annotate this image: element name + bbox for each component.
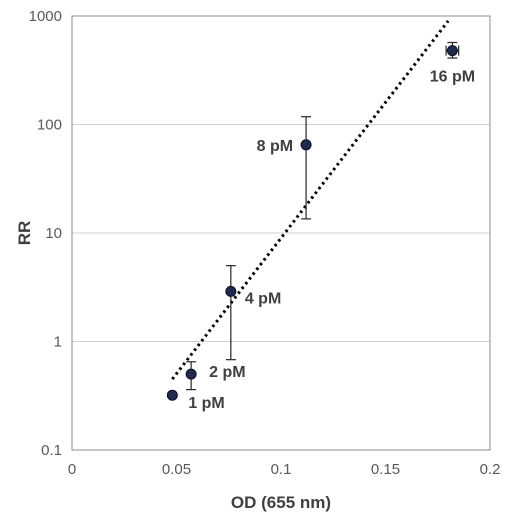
data-point [300,139,312,151]
y-tick-label: 100 [37,117,62,134]
point-label: 2 pM [209,364,245,381]
x-tick-label: 0.2 [480,461,501,478]
x-tick-label: 0.15 [371,461,400,478]
x-tick-label: 0.05 [162,461,191,478]
y-tick-label: 0.1 [41,442,62,459]
grid-lines [72,15,490,451]
point-label: 16 pM [430,69,475,86]
x-tick-label: 0.1 [271,461,292,478]
y-tick-label: 10 [45,225,62,242]
point-label: 1 pM [188,395,224,412]
point-labels: 1 pM 2 pM 4 pM 8 pM 16 pM [188,69,475,413]
error-bars [186,41,460,391]
point-label: 8 pM [257,138,293,155]
data-point [225,285,237,297]
plot-frame [71,15,491,451]
x-tick-labels: 0 0.05 0.1 0.15 0.2 [68,461,501,478]
data-point [446,45,458,57]
y-axis-title: RR [15,221,34,246]
data-points [166,45,458,401]
y-tick-label: 1 [54,334,62,351]
x-tick-label: 0 [68,461,76,478]
data-point [166,389,178,401]
y-tick-label: 1000 [29,8,62,25]
data-point [185,368,197,380]
trendline [171,20,450,381]
x-axis-title: OD (655 nm) [231,493,331,512]
y-tick-labels: 0.1 1 10 100 1000 [29,8,62,459]
point-label: 4 pM [245,290,281,307]
